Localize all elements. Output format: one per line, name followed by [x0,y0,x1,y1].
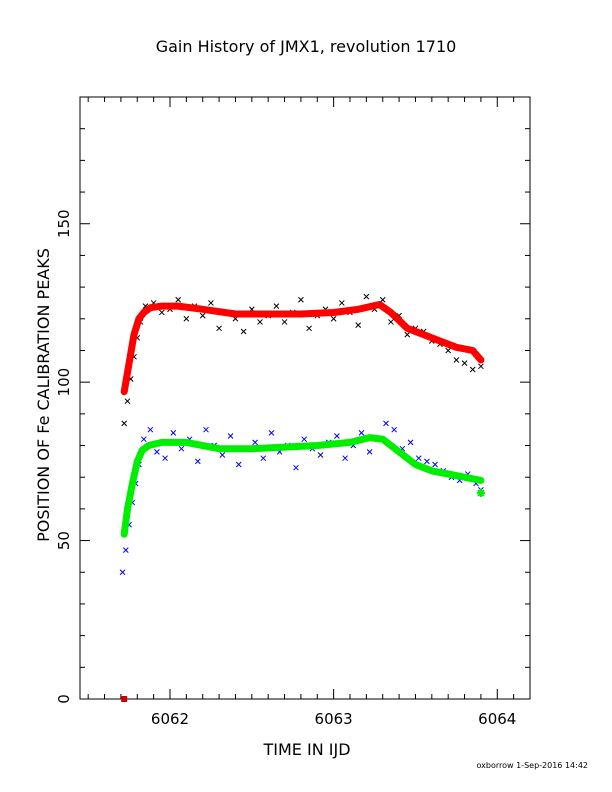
data-point [415,455,422,462]
data-point [158,309,165,316]
data-point [268,429,275,436]
data-point [121,420,128,427]
data-point [469,366,476,373]
y-tick-label: 50 [55,531,73,550]
data-point [445,347,452,354]
data-point [216,325,222,332]
data-point [424,458,430,465]
data-point [366,449,373,455]
data-point [355,322,362,328]
data-point [122,547,129,553]
data-point [301,436,308,443]
data-point [199,312,206,319]
x-tick-label: 6063 [315,710,353,728]
data-point [338,300,345,306]
data-point [178,445,185,452]
data-point [293,464,299,471]
data-point [334,433,340,439]
axis-ticks [80,96,531,700]
x-axis-label: TIME IN IJD [262,740,350,759]
data-point [219,452,226,458]
data-point [388,319,394,325]
data-point [383,420,389,427]
data-point [175,296,182,303]
data-point [363,293,370,300]
fit-line-upper_fit [120,301,485,396]
data-point [183,315,190,322]
data-point [342,455,348,462]
data-point [260,455,267,462]
data-point [407,439,414,446]
data-point [273,303,280,309]
data-point [432,461,438,468]
data-point [317,452,324,458]
data-point [453,357,460,363]
data-point [154,449,160,455]
chart-title: Gain History of JMX1, revolution 1710 [156,37,457,56]
data-point [119,569,126,576]
data-point [404,331,411,338]
data-point [306,325,312,332]
x-tick-label: 6064 [478,710,516,728]
data-point [227,433,234,439]
data-point [208,300,214,306]
y-tick-label: 150 [55,209,73,238]
data-point [478,363,484,370]
data-point [170,429,177,436]
data-point [391,426,398,433]
series-layer [119,293,485,702]
data-point [298,296,304,303]
data-point [162,455,168,462]
data-point [281,319,288,325]
data-point [461,360,468,367]
data-point [330,315,337,322]
plot-frame [79,96,531,700]
y-tick-label: 100 [55,368,73,397]
footer-credit: oxborrow 1-Sep-2016 14:42 [477,761,589,770]
x-tick-label: 6062 [151,710,189,728]
data-point [257,319,263,325]
data-point [252,439,258,446]
fit-line-lower_fit [120,434,485,538]
data-point [124,398,131,405]
plot-border [79,96,531,700]
series-upper_fit [120,301,485,396]
data-point [240,328,247,335]
end-point-marker [476,489,485,498]
data-point [235,461,242,468]
y-axis-label: POSITION OF Fe CALIBRATION PEAKS [34,248,53,542]
axis-marker [121,696,128,702]
data-point [140,436,147,443]
data-point [358,429,365,436]
y-tick-label: 0 [55,694,73,704]
axis-tick-labels: 0 50 100 150 6062 6063 6064 [55,209,516,728]
series-lower_fit [120,434,485,538]
data-point [203,426,209,433]
data-point [194,458,201,465]
data-point [147,426,154,433]
